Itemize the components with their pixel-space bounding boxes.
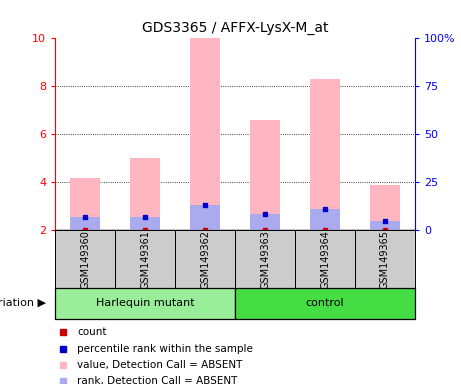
Bar	[250, 214, 280, 230]
Bar	[175, 230, 235, 288]
Text: GSM149363: GSM149363	[260, 230, 270, 289]
Bar	[70, 177, 100, 230]
Text: genotype/variation ▶: genotype/variation ▶	[0, 298, 46, 308]
Bar	[190, 205, 220, 230]
Text: GSM149364: GSM149364	[320, 230, 330, 289]
Bar	[130, 217, 160, 230]
Bar	[115, 230, 175, 288]
Text: percentile rank within the sample: percentile rank within the sample	[77, 344, 253, 354]
Bar	[370, 221, 400, 230]
Text: GSM149361: GSM149361	[140, 230, 150, 289]
Text: control: control	[306, 298, 344, 308]
Bar	[130, 158, 160, 230]
Text: value, Detection Call = ABSENT: value, Detection Call = ABSENT	[77, 360, 242, 370]
Bar	[310, 79, 340, 230]
Text: GSM149360: GSM149360	[80, 230, 90, 289]
Text: rank, Detection Call = ABSENT: rank, Detection Call = ABSENT	[77, 376, 237, 384]
Text: GSM149365: GSM149365	[380, 230, 390, 289]
Bar	[235, 230, 295, 288]
Bar	[55, 230, 115, 288]
Bar	[190, 38, 220, 230]
Bar	[55, 288, 235, 319]
Title: GDS3365 / AFFX-LysX-M_at: GDS3365 / AFFX-LysX-M_at	[142, 21, 328, 35]
Bar	[70, 217, 100, 230]
Bar	[310, 209, 340, 230]
Bar	[370, 185, 400, 230]
Bar	[355, 230, 415, 288]
Text: Harlequin mutant: Harlequin mutant	[96, 298, 195, 308]
Bar	[250, 120, 280, 230]
Text: count: count	[77, 327, 106, 338]
Bar	[295, 230, 355, 288]
Text: GSM149362: GSM149362	[200, 230, 210, 289]
Bar	[235, 288, 415, 319]
